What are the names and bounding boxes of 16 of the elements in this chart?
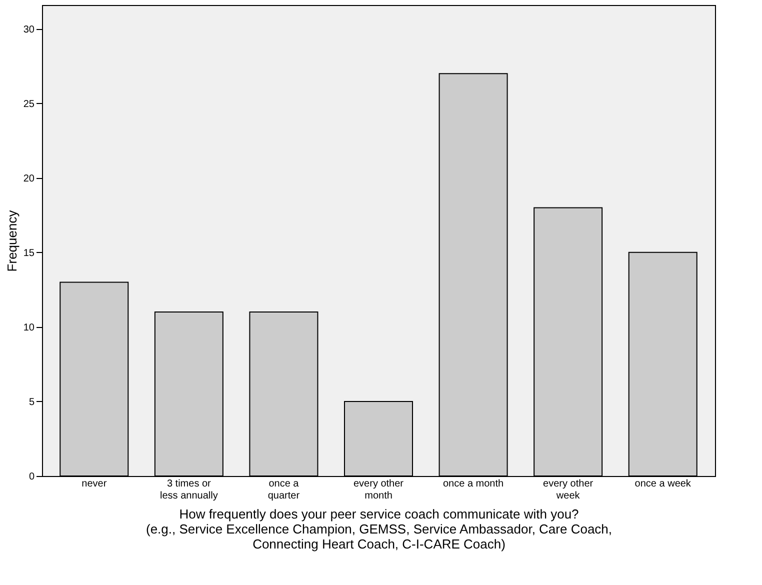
- y-tick-label: 30: [23, 24, 35, 36]
- x-tick-label: never: [82, 478, 108, 490]
- y-tick-label: 0: [28, 472, 35, 482]
- x-axis-title: How frequently does your peer service coach communicate with you? (e.g., Service Excellence Champion, GEMSS, Service Ambassador, Care Coach, Connecting Heart Coach, C-I-CARE Coach): [146, 506, 612, 552]
- x-tick-label: once a quarter: [268, 478, 300, 502]
- x-tick-label: every other week: [543, 478, 594, 502]
- y-tick-label: 15: [23, 248, 35, 259]
- x-tick-label: every other month: [353, 478, 404, 502]
- y-tick-label: 20: [23, 173, 35, 184]
- y-tick-label: 10: [23, 322, 35, 334]
- x-tick-label: once a week: [634, 478, 692, 490]
- y-axis-title: Frequency: [4, 210, 20, 272]
- x-tick-label: 3 times or less annually: [160, 478, 218, 502]
- x-tick-label: once a month: [442, 478, 504, 490]
- y-tick-label: 25: [23, 98, 35, 110]
- y-tick-label: 5: [28, 396, 35, 408]
